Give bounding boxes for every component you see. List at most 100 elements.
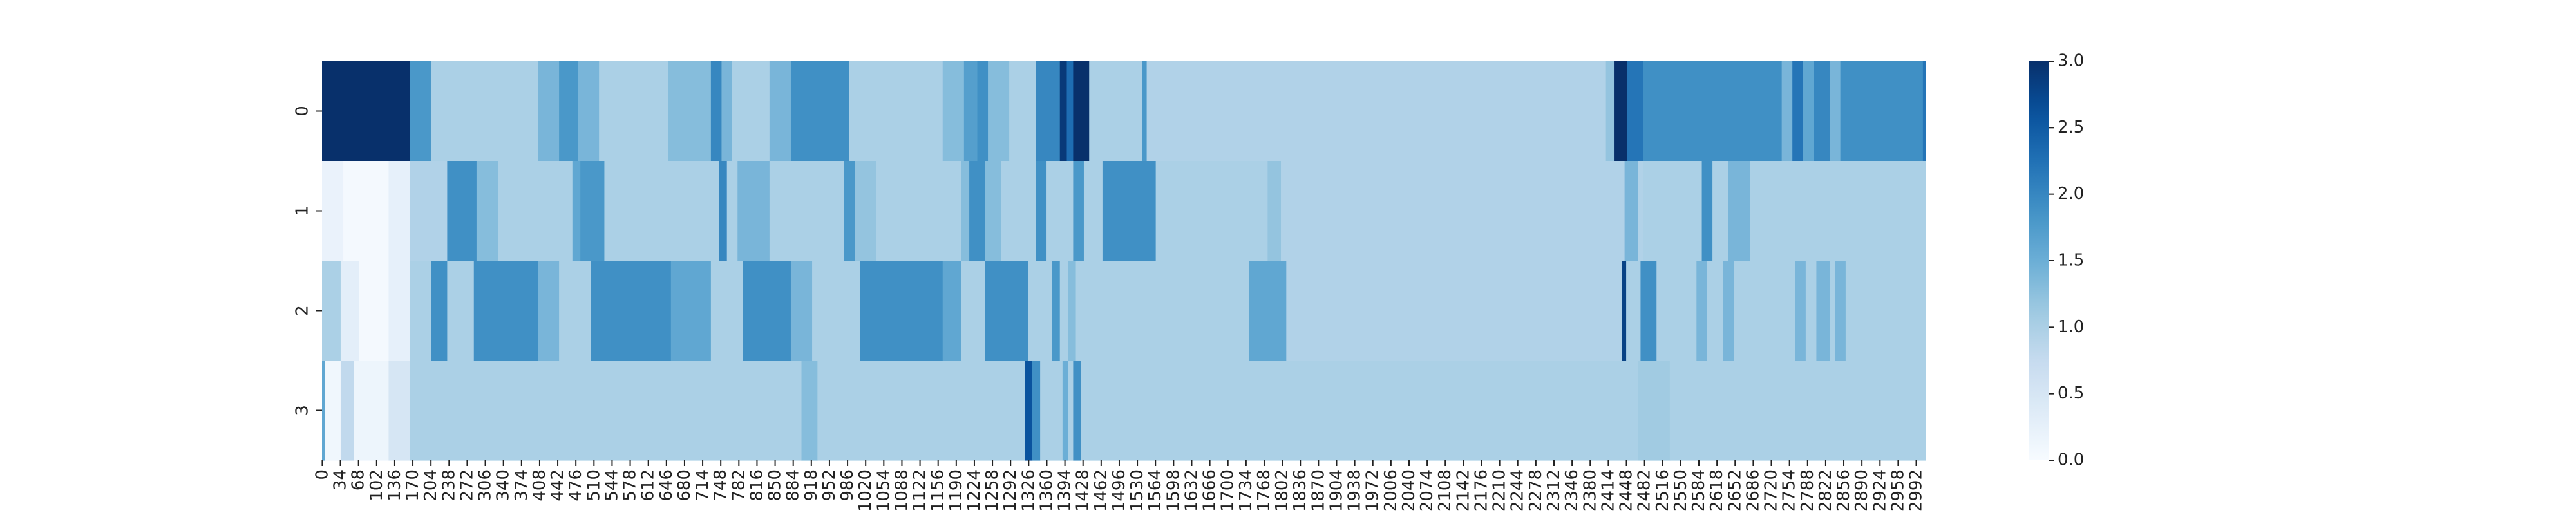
x-tick-label: 1190 <box>947 469 966 512</box>
heatmap-cell <box>1640 261 1657 361</box>
x-tick-label: 1292 <box>1001 469 1020 512</box>
heatmap-cell <box>538 61 560 162</box>
heatmap-cell <box>1028 261 1052 361</box>
x-tick-label: 2686 <box>1743 469 1763 512</box>
colorbar: 0.0 0.5 1.0 1.5 2.0 2.5 3.0 <box>2029 52 2084 470</box>
heatmap-cell <box>1155 161 1268 261</box>
heatmap-cell <box>1814 61 1830 162</box>
heatmap-cell <box>388 360 411 461</box>
heatmap-cell <box>1062 360 1068 461</box>
x-tick-label: 782 <box>729 469 748 501</box>
heatmap-cell <box>961 161 970 261</box>
x-tick-label: 544 <box>602 469 621 501</box>
x-tick-label: 374 <box>512 469 531 501</box>
x-tick-label: 102 <box>367 469 386 501</box>
heatmap-cell <box>1750 161 1926 261</box>
heatmap-cell <box>322 261 341 361</box>
heatmap-cell <box>1643 161 1703 261</box>
heatmap-cell <box>447 261 475 361</box>
heatmap-cell <box>719 161 728 261</box>
heatmap-cell <box>769 61 791 162</box>
x-tick-label: 850 <box>766 469 785 501</box>
heatmap-cell <box>410 61 432 162</box>
heatmap-cell <box>1830 61 1841 162</box>
heatmap-cell <box>670 261 712 361</box>
x-tick-label: 2448 <box>1617 469 1636 512</box>
heatmap-cell <box>431 61 538 162</box>
colorbar-tick-label: 3.0 <box>2058 52 2084 71</box>
heatmap-cell <box>1624 161 1638 261</box>
heatmap-cell <box>1089 61 1143 162</box>
heatmap-cell <box>1669 360 1926 461</box>
heatmap-cell <box>1075 261 1249 361</box>
heatmap-cell <box>1032 360 1041 461</box>
colorbar-tick-label: 0.0 <box>2058 451 2084 470</box>
y-tick-label: 3 <box>293 405 312 416</box>
y-tick-label: 1 <box>293 205 312 216</box>
heatmap-cell <box>1059 61 1068 162</box>
heatmap-cell <box>388 261 411 361</box>
heatmap-cell <box>812 261 861 361</box>
heatmap-cell <box>1025 360 1033 461</box>
x-tick-label: 2992 <box>1907 469 1926 512</box>
x-tick-label: 442 <box>548 469 567 501</box>
x-tick-label: 714 <box>693 469 712 501</box>
x-tick-label: 204 <box>421 469 440 501</box>
x-tick-label: 2754 <box>1780 469 1799 512</box>
heatmap-cell <box>668 61 712 162</box>
x-tick-label: 1088 <box>892 469 911 512</box>
heatmap-cell <box>1622 261 1627 361</box>
x-tick-label: 748 <box>711 469 730 501</box>
heatmap-cell <box>1803 61 1814 162</box>
x-tick-label: 986 <box>838 469 857 501</box>
x-tick-label: 1156 <box>929 469 948 512</box>
x-tick-label: 2006 <box>1381 469 1401 512</box>
heatmap-cell <box>1083 161 1103 261</box>
heatmap-cell <box>1707 261 1724 361</box>
heatmap-cell <box>476 161 498 261</box>
heatmap-cell <box>769 161 845 261</box>
heatmap-cell <box>354 360 389 461</box>
heatmap-cell <box>1922 61 1926 162</box>
heatmap-cell <box>599 61 669 162</box>
heatmap-cell <box>1627 61 1644 162</box>
heatmap-cell <box>1723 61 1783 162</box>
heatmap-cell <box>388 161 411 261</box>
heatmap-cell <box>961 261 986 361</box>
x-tick-label: 2312 <box>1544 469 1564 512</box>
heatmap-cell <box>743 261 791 361</box>
heatmap-cell <box>1052 261 1061 361</box>
x-tick-label: 1224 <box>965 469 984 512</box>
heatmap-cell <box>1286 261 1623 361</box>
x-tick-label: 272 <box>457 469 477 501</box>
heatmap-cell <box>801 360 818 461</box>
heatmap-cell <box>497 161 573 261</box>
x-tick-label: 884 <box>784 469 803 501</box>
heatmap-cell <box>737 161 770 261</box>
colorbar-tick-label: 1.0 <box>2058 317 2084 337</box>
heatmap-cell <box>322 61 411 162</box>
x-tick-label: 612 <box>639 469 658 501</box>
x-tick-label: 2618 <box>1707 469 1727 512</box>
heatmap-cell <box>1036 61 1061 162</box>
heatmap-cell <box>1036 161 1047 261</box>
x-tick-label: 2040 <box>1399 469 1419 512</box>
x-tick-label: 646 <box>657 469 676 501</box>
x-tick-label: 2142 <box>1454 469 1473 512</box>
x-tick-label: 2074 <box>1417 469 1437 512</box>
heatmap-cell <box>844 161 855 261</box>
heatmap-cell <box>431 261 448 361</box>
x-tick-label: 2550 <box>1671 469 1690 512</box>
heatmap-cell <box>985 261 1028 361</box>
y-tick-label: 2 <box>293 305 312 316</box>
heatmap-cell <box>963 61 978 162</box>
x-tick-label: 2788 <box>1798 469 1817 512</box>
heatmap-cell <box>410 360 432 461</box>
x-tick-label: 2958 <box>1888 469 1908 512</box>
y-tick-label: 0 <box>293 106 312 117</box>
heatmap-cell <box>817 360 1026 461</box>
colorbar-tick-label: 1.5 <box>2058 251 2084 270</box>
x-tick-label: 2346 <box>1562 469 1582 512</box>
heatmap-cell <box>538 261 560 361</box>
heatmap-cell <box>1638 360 1671 461</box>
